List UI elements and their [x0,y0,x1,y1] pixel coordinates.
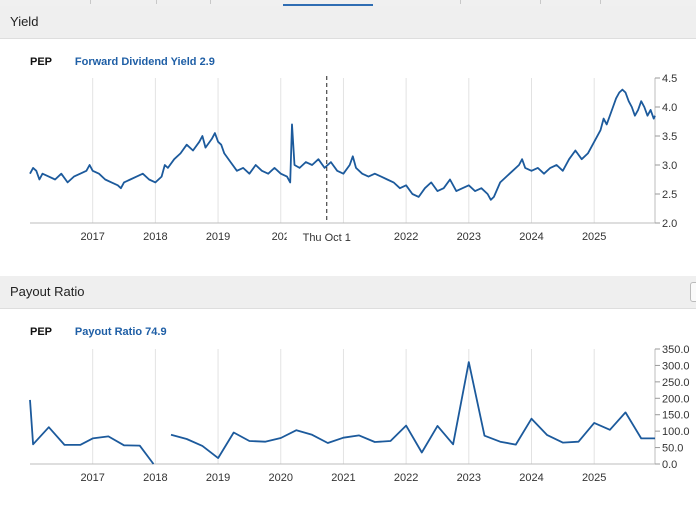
payout-y-tick-label: 200.0 [662,393,690,405]
payout-y-tick-label: 350.0 [662,344,690,356]
yield-x-tick-label: 2025 [582,231,606,243]
section-expand-button[interactable] [690,282,696,302]
yield-legend-series-label[interactable]: Forward Dividend Yield 2.9 [74,56,215,68]
payout-legend-ticker: PEP [30,326,52,338]
yield-section-header: Yield [0,6,696,39]
tab-divider [90,0,91,4]
yield-x-tick-label: 2023 [457,231,481,243]
payout-legend: PEP Payout Ratio 74.9 [30,326,167,338]
payout-x-tick-label: 2017 [80,472,104,484]
yield-x-tick-label: 2018 [143,231,167,243]
yield-series-line[interactable] [29,88,656,201]
yield-y-tick-label: 2.0 [662,218,677,230]
yield-chart[interactable]: 4.54.03.53.02.52.02017201820192022020202… [0,68,696,278]
yield-crosshair-label: Thu Oct 1 [303,232,351,244]
yield-legend: PEP Forward Dividend Yield 2.9 [30,56,215,68]
yield-y-tick-label: 3.5 [662,131,677,143]
yield-x-tick-label: 2019 [206,231,230,243]
payout-x-tick-label: 2018 [143,472,167,484]
tab-divider [156,0,157,4]
payout-x-tick-label: 2022 [394,472,418,484]
payout-section-title: Payout Ratio [10,284,85,299]
tab-divider [460,0,461,4]
payout-x-tick-label: 2023 [457,472,481,484]
yield-x-tick-label: 202 [272,231,290,243]
yield-legend-ticker: PEP [30,56,52,68]
payout-x-tick-label: 2021 [331,472,355,484]
yield-y-tick-label: 4.5 [662,73,677,85]
payout-y-tick-label: 250.0 [662,377,690,389]
yield-crosshair-label-bg [286,229,367,245]
payout-y-tick-label: 150.0 [662,410,690,422]
payout-y-tick-label: 0.0 [662,459,677,471]
tab-divider [540,0,541,4]
payout-y-tick-label: 100.0 [662,426,690,438]
tab-divider [600,0,601,4]
payout-legend-series-label[interactable]: Payout Ratio 74.9 [74,326,167,338]
yield-x-tick-label: 2024 [519,231,543,243]
payout-chart[interactable]: 350.0 300.0 250.0 200.0 150.0 100.0 50.0 0.0 201… [0,340,696,530]
payout-x-tick-label: 2025 [582,472,606,484]
payout-x-tick-label: 2020 [269,472,293,484]
yield-y-tick-label: 3.0 [662,160,677,172]
yield-y-tick-label: 4.0 [662,102,677,114]
yield-x-tick-label: 2022 [394,231,418,243]
yield-x-tick-label: 2017 [80,231,104,243]
active-tab-indicator[interactable] [283,0,373,6]
payout-series-line[interactable] [170,361,655,459]
yield-y-tick-label: 2.5 [662,189,677,201]
payout-y-tick-label: 50.0 [662,443,683,455]
payout-x-tick-label: 2024 [519,472,543,484]
payout-section-header: Payout Ratio [0,276,696,309]
payout-series-line[interactable] [29,399,155,465]
payout-y-tick-label: 300.0 [662,360,690,372]
tab-divider [210,0,211,4]
payout-x-tick-label: 2019 [206,472,230,484]
yield-section-title: Yield [10,14,39,29]
